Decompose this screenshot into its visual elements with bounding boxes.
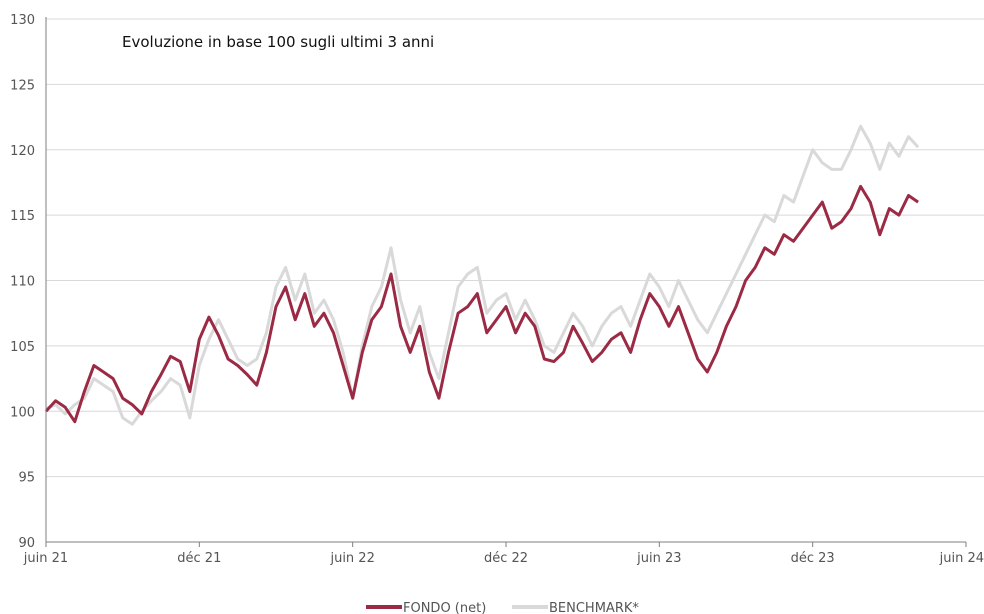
y-tick-label: 105 — [10, 340, 35, 355]
y-tick-label: 125 — [10, 78, 35, 93]
series-line-benchmark- — [45, 124, 920, 426]
x-tick-label: juin 24 — [939, 551, 984, 566]
chart-title: Evoluzione in base 100 sugli ultimi 3 an… — [122, 33, 434, 51]
x-tick-label: déc 21 — [177, 551, 221, 566]
legend-label: FONDO (net) — [403, 601, 486, 614]
legend-label: BENCHMARK* — [549, 601, 639, 614]
y-tick-label: 110 — [10, 275, 35, 290]
axes — [45, 17, 966, 543]
gridlines — [46, 18, 984, 478]
x-tick-labels: juin 21 déc 21 juin 22 déc 22 juin 23 déc 23 j… — [23, 542, 984, 566]
legend: FONDO (net) BENCHMARK* — [366, 601, 639, 614]
x-tick-label: déc 23 — [791, 551, 835, 566]
y-tick-label: 120 — [10, 144, 35, 159]
x-tick-label: juin 21 — [23, 551, 68, 566]
series-line-fondo-net- — [44, 184, 919, 424]
x-tick-label: déc 22 — [484, 551, 528, 566]
y-tick-label: 115 — [10, 209, 35, 224]
x-tick-label: juin 22 — [329, 551, 374, 566]
y-tick-label: 100 — [10, 405, 35, 420]
y-tick-labels: 90 95 100 105 110 115 120 125 130 — [10, 13, 35, 551]
y-tick-label: 95 — [18, 471, 35, 486]
y-tick-label: 130 — [10, 13, 35, 28]
y-tick-label: 90 — [18, 536, 35, 551]
series-lines — [44, 124, 920, 426]
x-tick-label: juin 23 — [636, 551, 681, 566]
